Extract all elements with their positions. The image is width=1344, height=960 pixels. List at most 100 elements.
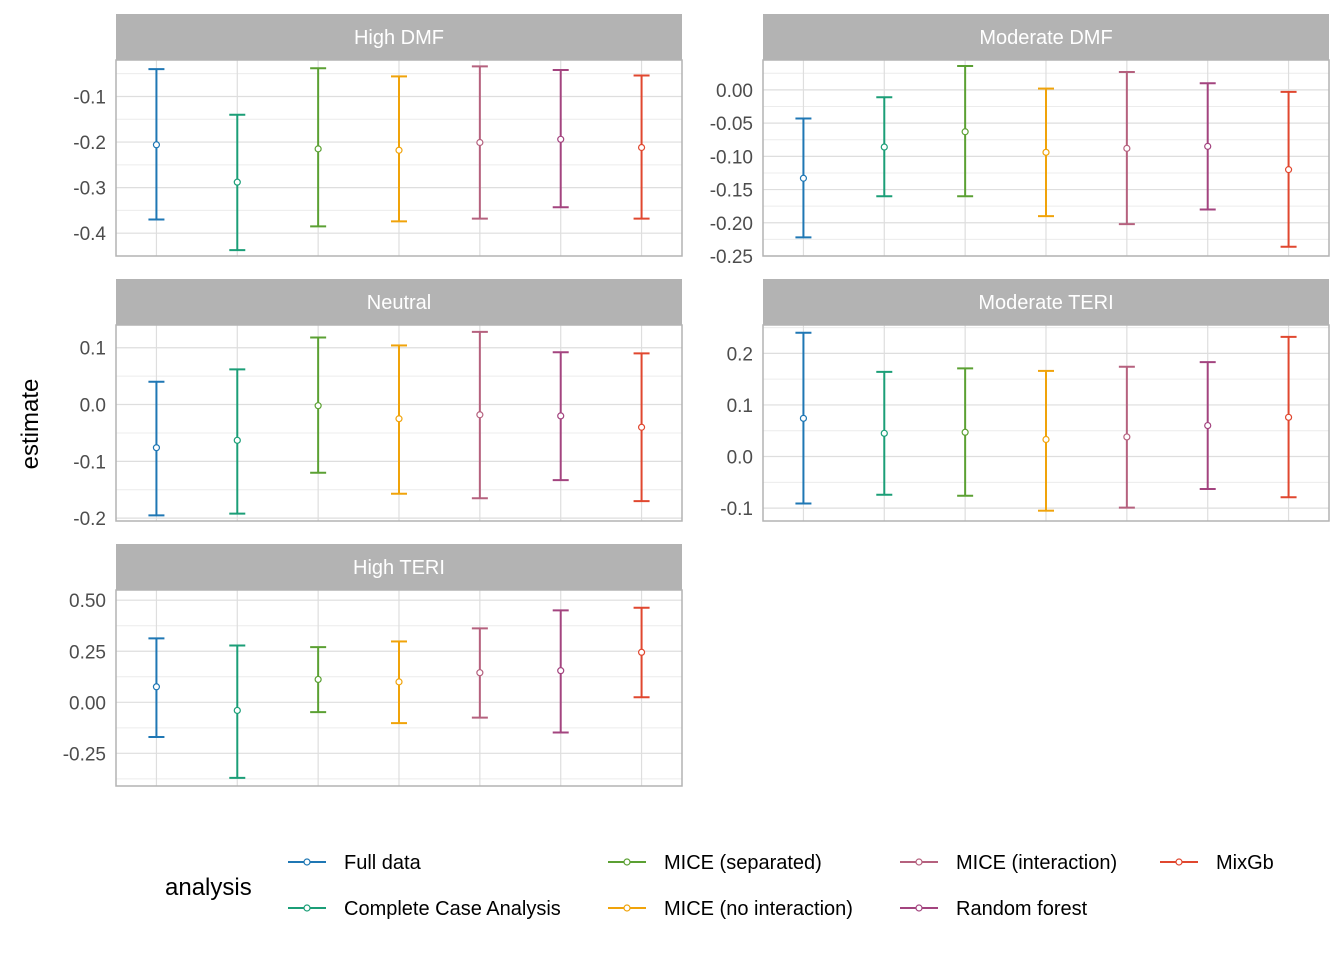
y-tick-label: -0.05 [710,114,753,135]
estimate-point [637,648,646,656]
estimate-point [233,178,241,186]
errorbar [957,367,974,497]
errorbar [1199,361,1216,491]
errorbar [148,637,165,738]
legend-label: MICE (interaction) [956,852,1117,874]
legend-label: Complete Case Analysis [344,898,561,920]
estimate-point [314,675,322,684]
errorbar [1038,87,1054,218]
estimate-point [1284,413,1293,421]
y-tick-label: -0.25 [710,247,753,268]
errorbar [1038,369,1054,512]
errorbar [1118,365,1135,509]
errorbar [957,64,974,198]
y-tick-label: -0.25 [63,744,106,765]
legend-label: Full data [344,852,422,874]
errorbar [633,74,650,220]
errorbar [876,370,893,496]
panel-border [762,324,1330,522]
errorbar [552,69,569,209]
errorbar [552,609,569,734]
estimate-point [557,412,565,420]
facet-strip [116,279,682,325]
y-tick-label: -0.15 [710,181,753,202]
y-tick-label: 0.0 [80,396,106,417]
facet-strip [763,14,1329,60]
estimate-point [233,706,241,715]
legend-entry: Complete Case Analysis [288,898,561,920]
errorbar [229,644,246,779]
errorbar [229,113,246,252]
errorbar [795,117,812,239]
legend-entry: MICE (separated) [608,852,822,874]
estimate-point [557,135,565,143]
y-tick-label: -0.10 [710,147,753,168]
legend-title: analysis [165,874,252,901]
estimate-point [395,415,403,423]
estimate-point [1204,142,1212,150]
y-tick-label: -0.20 [710,214,753,235]
errorbar [876,96,893,198]
estimate-point [1123,433,1131,441]
facet-strip [116,544,682,590]
facet-title: Moderate TERI [978,292,1113,314]
facet-strip [116,14,682,60]
facet-panel: High TERI 0.50 0.25 0.00 -0.25 [63,544,683,787]
y-tick-label: -0.2 [73,509,106,530]
facet-title: Moderate DMF [979,27,1112,49]
estimate-point [314,402,322,410]
legend-label: MixGb [1216,852,1274,874]
legend-label: Random forest [956,898,1088,920]
estimate-point [152,141,161,149]
panel-border [115,589,683,787]
estimate-point [1284,166,1293,174]
errorbar [391,344,407,495]
y-tick-label: 0.00 [69,693,106,714]
y-tick-label: -0.2 [73,133,106,154]
facet-panel: Moderate DMF 0.00 -0.05 -0.10 -0.15 -0.20 -0.2… [710,14,1330,268]
errorbar [471,330,488,500]
estimate-point [961,128,969,136]
legend-key-point [1175,858,1183,866]
legend-entry: MICE (interaction) [900,852,1117,874]
errorbar [633,352,650,503]
estimate-point [799,414,808,422]
errorbar [633,606,650,699]
estimate-point [233,436,241,444]
estimate-point [152,683,161,691]
y-tick-label: -0.4 [73,224,106,245]
errorbar [795,331,812,505]
facet-panel: High DMF -0.1 -0.2 -0.3 -0.4 [73,14,683,257]
legend-entry: Random forest [900,898,1088,920]
estimate-point [476,138,484,147]
legend-key-point [623,858,631,866]
errorbar [391,75,407,223]
errorbar [310,336,327,474]
facet-panel: Moderate TERI 0.2 0.1 0.0 -0.1 [720,279,1330,522]
estimate-point [880,143,888,151]
facet-title: High TERI [353,557,445,579]
legend-key-point [623,904,631,912]
legend-key-point [915,904,923,912]
errorbar [552,351,569,482]
estimate-point [880,429,888,437]
estimate-point [637,143,646,152]
estimate-point [152,444,161,452]
estimate-point [1204,421,1212,430]
errorbar [229,368,246,515]
errorbar [310,67,327,228]
legend: analysis Full data Complete Case Analysis… [165,852,1274,920]
errorbar [310,646,327,714]
legend-key-point [303,858,311,866]
panel-border [115,59,683,257]
panel-border [115,324,683,522]
estimate-point [1042,435,1050,444]
y-tick-label: -0.1 [720,499,753,520]
y-tick-label: -0.3 [73,179,106,200]
legend-key-point [915,858,923,866]
y-tick-label: 0.50 [69,591,106,612]
estimate-point [1123,144,1131,152]
estimate-point [1042,148,1050,156]
legend-entry: MixGb [1160,852,1274,874]
